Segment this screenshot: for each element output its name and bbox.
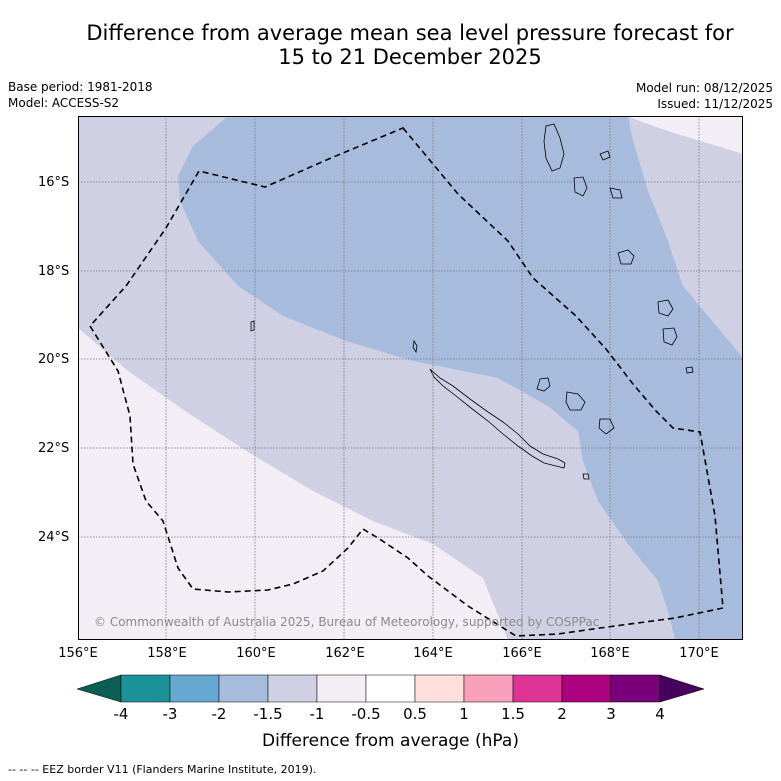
lat-label-20s: 20°S bbox=[38, 352, 70, 367]
tanna bbox=[662, 327, 678, 346]
lon-label-170e: 170°E bbox=[679, 646, 719, 661]
cb-seg-1-1.5 bbox=[463, 674, 514, 703]
band-minus2-to-minus1.5 bbox=[178, 116, 743, 640]
lon-label-162e: 162°E bbox=[325, 646, 365, 661]
issued-date: Issued: 11/12/2025 bbox=[657, 97, 773, 111]
eez-legend: -- -- -- EEZ border V11 (Flanders Marine… bbox=[8, 763, 317, 776]
lifou bbox=[565, 391, 586, 411]
cb-tick: 1 bbox=[459, 705, 469, 723]
band-top-right-strip bbox=[626, 116, 743, 154]
cb-seg-minus1.5-minus1 bbox=[267, 674, 318, 703]
coastlines bbox=[250, 123, 694, 480]
belep-islands bbox=[412, 339, 418, 354]
lon-label-166e: 166°E bbox=[502, 646, 542, 661]
eez-border bbox=[89, 127, 724, 637]
epi bbox=[609, 187, 623, 199]
model-name: Model: ACCESS-S2 bbox=[8, 96, 120, 110]
new-caledonia-grande-terre bbox=[429, 368, 566, 469]
cb-seg-minus1-minus0.5 bbox=[316, 674, 367, 703]
cb-tick: -0.5 bbox=[351, 705, 381, 723]
isle-of-pines bbox=[582, 473, 590, 480]
lat-label-24s: 24°S bbox=[38, 530, 70, 545]
cb-tick: 2 bbox=[557, 705, 567, 723]
cb-arrow-right bbox=[659, 674, 705, 703]
cb-tick: 0.5 bbox=[403, 705, 427, 723]
map-frame bbox=[78, 116, 743, 640]
cb-tick: -1 bbox=[309, 705, 325, 723]
cb-tick: 3 bbox=[606, 705, 616, 723]
graticule bbox=[78, 116, 743, 640]
lon-label-158e: 158°E bbox=[147, 646, 187, 661]
model-run: Model run: 08/12/2025 bbox=[635, 81, 773, 95]
title-line-1: Difference from average mean sea level p… bbox=[86, 21, 734, 45]
lon-label-164e: 164°E bbox=[413, 646, 453, 661]
cb-tick: -1.5 bbox=[253, 705, 283, 723]
malekula bbox=[573, 176, 588, 197]
cb-seg-3-4 bbox=[610, 674, 661, 703]
lon-label-160e: 160°E bbox=[236, 646, 276, 661]
lat-label-18s: 18°S bbox=[38, 264, 70, 279]
aneityum bbox=[685, 366, 694, 374]
cb-seg-minus4-minus3 bbox=[120, 674, 171, 703]
cb-arrow-left bbox=[76, 674, 122, 703]
espiritu-santo bbox=[543, 123, 565, 172]
cb-seg-0.5-1 bbox=[414, 674, 465, 703]
pressure-anomaly-map bbox=[78, 116, 743, 640]
title-line-2: 15 to 21 December 2025 bbox=[278, 45, 542, 69]
efate bbox=[617, 249, 635, 265]
erromango bbox=[657, 299, 674, 317]
cb-seg-2-3 bbox=[561, 674, 612, 703]
cb-tick: -4 bbox=[113, 705, 129, 723]
cb-tick: 4 bbox=[655, 705, 665, 723]
base-period: Base period: 1981-2018 bbox=[8, 80, 153, 94]
cb-seg-minus0.5-0.5 bbox=[365, 674, 416, 703]
colorbar-title: Difference from average (hPa) bbox=[262, 731, 519, 751]
mare bbox=[598, 418, 615, 435]
lat-label-16s: 16°S bbox=[38, 175, 70, 190]
ouvea bbox=[536, 377, 551, 392]
walpole bbox=[250, 320, 255, 332]
lon-label-156e: 156°E bbox=[58, 646, 98, 661]
colorbar bbox=[76, 674, 705, 703]
lat-label-22s: 22°S bbox=[38, 441, 70, 456]
cb-seg-minus3-minus2 bbox=[169, 674, 220, 703]
cb-tick: 1.5 bbox=[501, 705, 525, 723]
copyright-notice: © Commonwealth of Australia 2025, Bureau… bbox=[94, 615, 600, 629]
cb-seg-minus2-minus1.5 bbox=[218, 674, 269, 703]
cb-tick: -2 bbox=[211, 705, 227, 723]
cb-seg-1.5-2 bbox=[512, 674, 563, 703]
lon-label-168e: 168°E bbox=[590, 646, 630, 661]
maewo bbox=[599, 150, 611, 161]
cb-tick: -3 bbox=[162, 705, 178, 723]
